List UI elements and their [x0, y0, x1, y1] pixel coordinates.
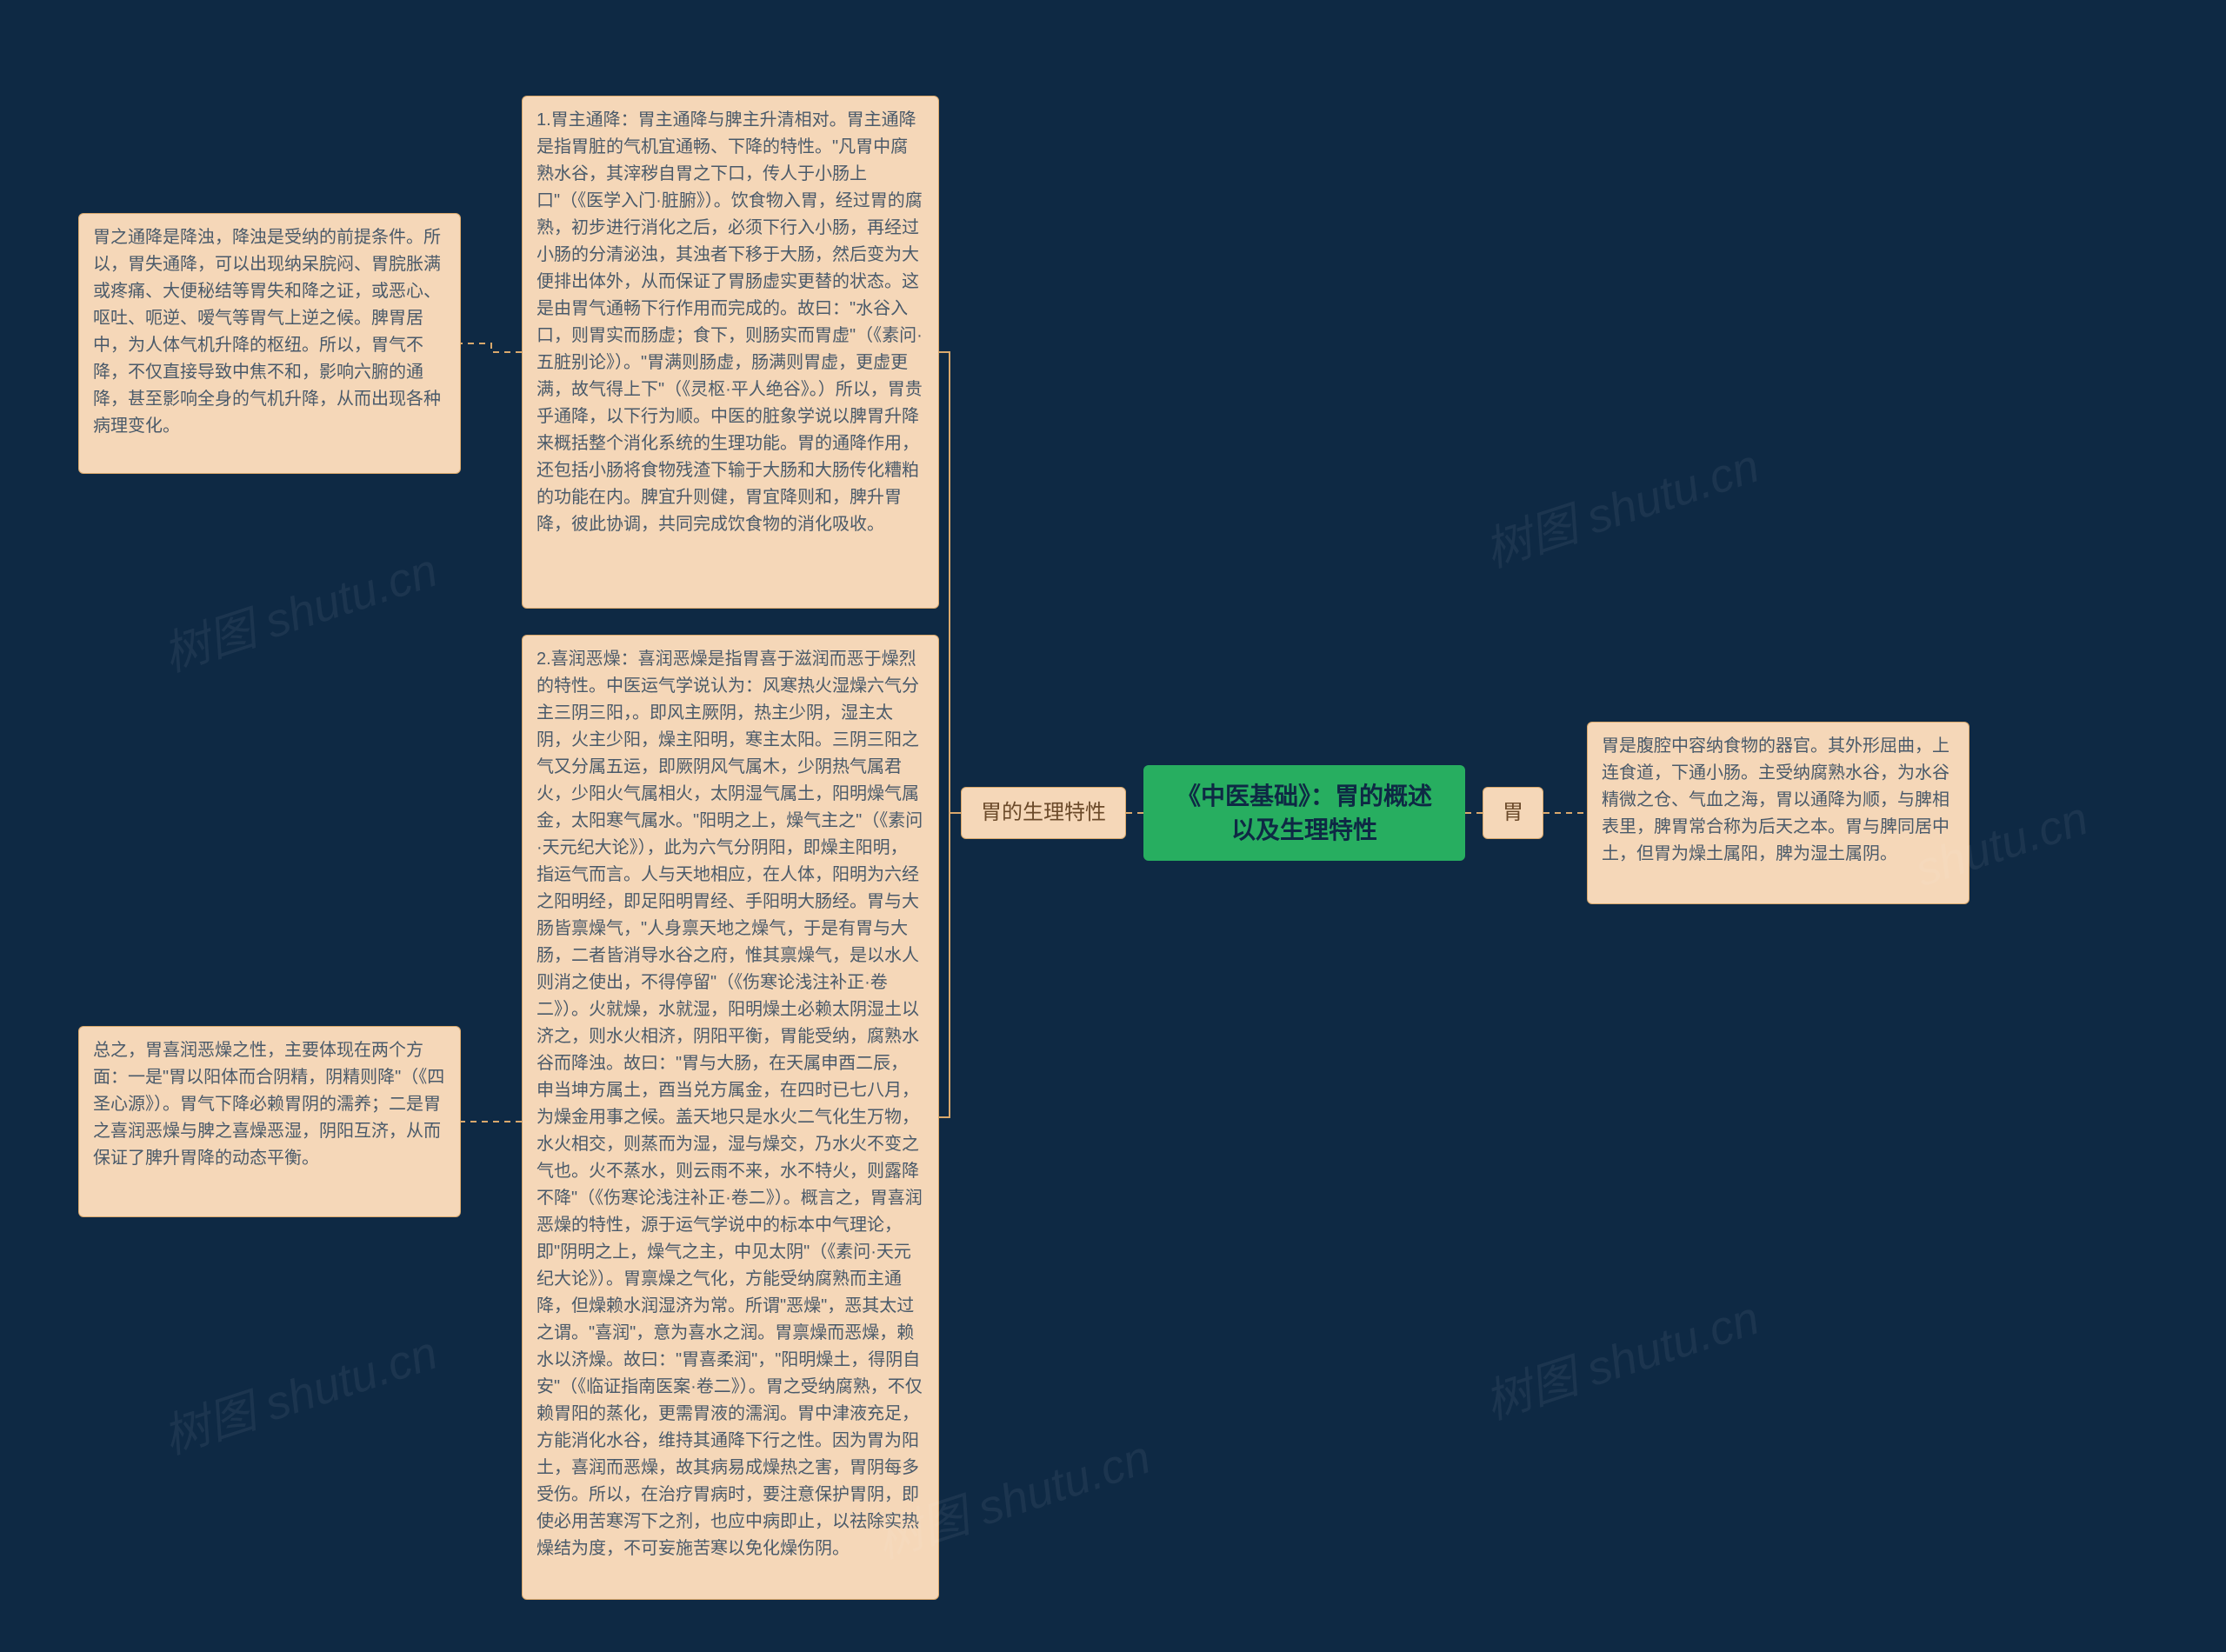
watermark: 树图 shutu.cn [1475, 1279, 1767, 1432]
root-node[interactable]: 《中医基础》：胃的概述 以及生理特性 [1143, 765, 1465, 861]
watermark: 树图 shutu.cn [1475, 427, 1767, 580]
leaf-stomach-overview[interactable]: 胃是腹腔中容纳食物的器官。其外形屈曲，上连食道，下通小肠。主受纳腐熟水谷，为水谷… [1587, 722, 1969, 904]
watermark: 树图 shutu.cn [153, 531, 445, 684]
leaf-xirun[interactable]: 2.喜润恶燥：喜润恶燥是指胃喜于滋润而恶于燥烈的特性。中医运气学说认为：风寒热火… [522, 635, 939, 1600]
watermark: 树图 shutu.cn [153, 1314, 445, 1467]
branch-physiology[interactable]: 胃的生理特性 [961, 787, 1126, 839]
branch-stomach[interactable]: 胃 [1483, 787, 1543, 839]
leaf-tongjiang[interactable]: 1.胃主通降：胃主通降与脾主升清相对。胃主通降是指胃脏的气机宜通畅、下降的特性。… [522, 96, 939, 609]
leaf-tongjiang-note[interactable]: 胃之通降是降浊，降浊是受纳的前提条件。所以，胃失通降，可以出现纳呆脘闷、胃脘胀满… [78, 213, 461, 474]
leaf-xirun-summary[interactable]: 总之，胃喜润恶燥之性，主要体现在两个方面：一是"胃以阳体而合阴精，阴精则降"（《… [78, 1026, 461, 1217]
mindmap-canvas: 《中医基础》：胃的概述 以及生理特性 胃的生理特性 胃 胃是腹腔中容纳食物的器官… [0, 0, 2226, 1652]
